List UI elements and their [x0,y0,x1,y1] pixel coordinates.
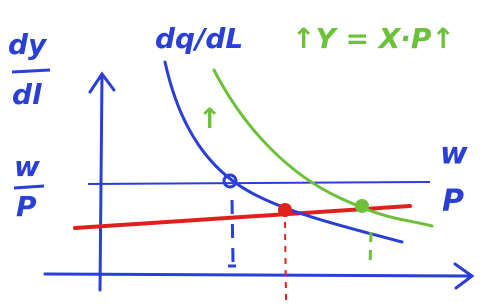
left-fraction-bar [14,186,44,188]
y-label-bottom: dl [12,78,42,111]
shift-arrow: ↑ [198,102,221,135]
diagram: dy dl w P dq/dL ↑Y = X·P↑ ↑ w P [0,0,492,307]
right-w: w [440,137,468,172]
y-label-top: dy [8,28,48,61]
red-point [278,203,292,217]
left-p: P [16,190,37,223]
fraction-bar [12,70,50,72]
green-point [355,199,369,213]
equation: ↑Y = X·P↑ [292,22,455,55]
blue-drop [232,200,233,262]
right-p: P [442,184,464,219]
left-w: w [14,150,40,183]
curve-label: dq/dL [155,22,243,55]
